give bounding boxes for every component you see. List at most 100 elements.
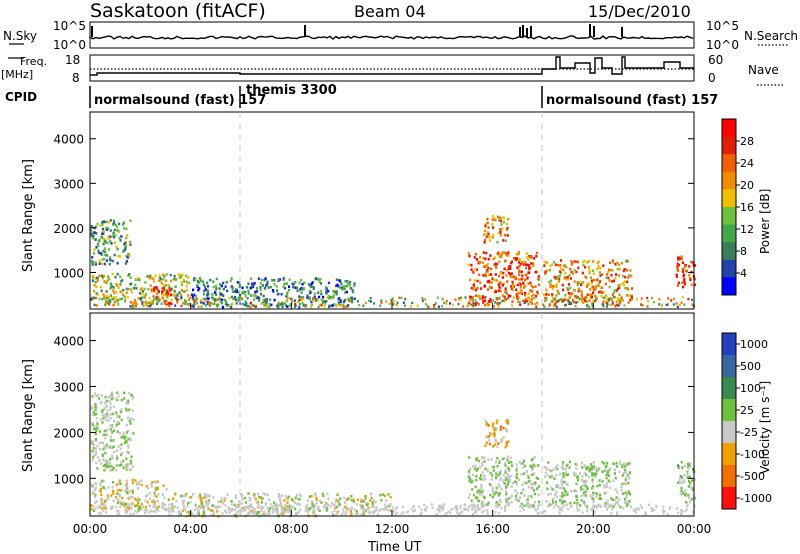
data-cell-1-2-309	[205, 499, 208, 503]
data-cell-1-5-98	[561, 495, 564, 498]
data-cell-1-0-180	[126, 467, 129, 470]
data-cell-0-6-12	[549, 283, 552, 286]
data-cell-0-5-28	[498, 219, 501, 222]
data-cell-1-2-269	[288, 506, 291, 510]
data-cell-1-3-91	[486, 469, 489, 473]
data-cell-0-3-92	[212, 298, 215, 301]
data-cell-0-0-123	[122, 221, 125, 225]
data-cell-0-3-187	[265, 284, 268, 287]
data-cell-1-2-214	[335, 505, 338, 509]
data-cell-1-1-138	[162, 506, 165, 510]
data-cell-1-0-214	[127, 444, 130, 447]
data-cell-1-5-194	[562, 466, 565, 470]
data-cell-1-5-145	[546, 487, 549, 491]
data-cell-1-5-152	[605, 482, 608, 485]
data-cell-1-5-256	[585, 479, 588, 483]
data-cell-0-7-8	[688, 276, 692, 280]
data-cell-1-2-221	[262, 492, 265, 495]
data-cell-1-2-259	[234, 496, 238, 500]
ground-cell-0-674	[530, 299, 533, 303]
nave-tick-low: 0	[708, 71, 716, 85]
data-cell-1-5-274	[556, 467, 559, 471]
ground-cell-1-153	[447, 510, 450, 513]
data-cell-1-5-213	[556, 505, 559, 508]
data-cell-0-1-212	[162, 283, 165, 287]
ground-cell-1-678	[105, 511, 108, 514]
data-cell-1-5-83	[595, 504, 598, 508]
data-cell-1-0-93	[106, 459, 109, 463]
ground-cell-1-123	[333, 509, 336, 512]
data-cell-1-2-225	[279, 499, 282, 503]
data-cell-0-7-37	[688, 265, 691, 268]
data-cell-0-3-233	[221, 293, 224, 296]
data-cell-0-4-113	[518, 270, 521, 274]
ground-cell-0-55	[390, 300, 393, 304]
ground-cell-1-404	[443, 503, 446, 506]
ground-cell-0-468	[390, 298, 393, 302]
data-cell-1-6-20	[687, 465, 690, 469]
data-cell-0-4-127	[482, 257, 485, 260]
data-cell-0-7-7	[677, 258, 680, 261]
data-cell-1-5-35	[624, 465, 627, 468]
ground-cell-1-341	[282, 510, 285, 513]
data-cell-0-1-0	[185, 284, 188, 288]
data-cell-1-5-3	[568, 466, 571, 469]
ground-cell-0-508	[112, 303, 115, 307]
data-cell-1-2-319	[299, 493, 302, 496]
data-cell-1-3-16	[537, 464, 540, 467]
data-cell-1-5-11	[594, 491, 597, 495]
ground-cell-1-661	[355, 512, 358, 516]
data-cell-0-3-328	[299, 296, 302, 299]
data-cell-0-1-179	[163, 275, 166, 278]
data-cell-1-5-123	[618, 498, 621, 501]
data-cell-1-3-57	[504, 461, 507, 465]
data-cell-1-3-43	[517, 499, 520, 502]
data-cell-1-1-145	[103, 502, 106, 506]
ground-cell-0-454	[678, 304, 681, 307]
ground-cell-0-170	[158, 298, 161, 302]
data-cell-1-5-26	[604, 505, 607, 508]
ground-cell-0-324	[536, 302, 539, 306]
data-cell-0-3-330	[243, 292, 246, 295]
ground-cell-1-509	[600, 505, 603, 508]
data-cell-1-3-217	[484, 467, 487, 471]
data-cell-0-4-226	[507, 294, 510, 298]
ground-cell-0-33	[338, 302, 341, 306]
data-cell-1-5-91	[578, 472, 582, 475]
data-cell-1-0-131	[122, 435, 125, 439]
ground-cell-0-58	[404, 297, 407, 301]
ground-cell-0-288	[220, 302, 223, 305]
ground-cell-0-75	[471, 299, 474, 302]
data-cell-1-2-89	[360, 498, 363, 501]
ground-cell-1-458	[581, 511, 584, 514]
ground-cell-1-560	[663, 510, 666, 513]
data-cell-1-6-50	[691, 488, 694, 491]
y-tick-label-0-3: 4000	[53, 133, 84, 147]
data-cell-1-0-73	[95, 450, 98, 454]
data-cell-1-5-99	[579, 504, 582, 507]
data-cell-0-6-138	[556, 300, 559, 303]
ground-cell-1-323	[236, 510, 239, 514]
data-cell-0-4-244	[504, 259, 507, 263]
data-cell-0-3-193	[207, 297, 210, 300]
velocity-swatch-4	[722, 421, 736, 444]
data-cell-1-2-251	[335, 498, 338, 502]
data-cell-0-5-22	[487, 235, 490, 239]
data-cell-1-2-279	[365, 501, 368, 505]
data-cell-1-5-191	[552, 501, 555, 504]
ground-cell-0-113	[204, 304, 207, 307]
data-cell-1-3-224	[491, 488, 494, 492]
data-cell-1-5-185	[592, 498, 595, 501]
data-cell-1-2-233	[212, 496, 215, 499]
data-cell-1-1-153	[157, 505, 160, 508]
data-cell-0-3-180	[314, 299, 317, 302]
data-cell-0-3-159	[298, 281, 301, 285]
ground-cell-1-72	[441, 504, 444, 508]
data-cell-0-4-93	[526, 276, 529, 280]
data-cell-1-0-43	[125, 457, 128, 461]
ground-cell-0-522	[562, 299, 565, 303]
data-cell-0-4-138	[478, 273, 481, 277]
velocity-tick-label-7: -1000	[740, 492, 772, 505]
data-cell-1-5-80	[561, 492, 564, 495]
data-cell-1-0-119	[120, 453, 123, 457]
